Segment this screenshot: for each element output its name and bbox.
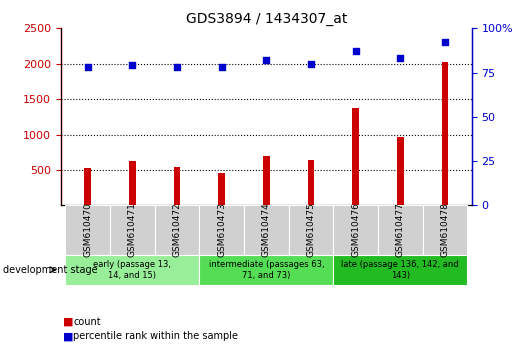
Bar <box>65 205 110 255</box>
Point <box>307 61 315 67</box>
Point <box>351 48 360 54</box>
Bar <box>422 205 467 255</box>
Bar <box>129 161 136 205</box>
Bar <box>289 205 333 255</box>
Bar <box>333 205 378 255</box>
Text: GSM610476: GSM610476 <box>351 202 360 257</box>
Bar <box>378 205 422 255</box>
Bar <box>199 255 333 285</box>
Bar <box>84 168 91 205</box>
Text: ■: ■ <box>63 331 73 341</box>
Bar <box>397 137 404 205</box>
Text: GSM610475: GSM610475 <box>306 202 315 257</box>
Point <box>128 63 137 68</box>
Text: ■: ■ <box>63 317 73 327</box>
Text: late (passage 136, 142, and
143): late (passage 136, 142, and 143) <box>341 260 459 280</box>
Bar <box>218 173 225 205</box>
Bar <box>110 205 155 255</box>
Point <box>396 56 404 61</box>
Bar <box>307 160 314 205</box>
Text: development stage: development stage <box>3 265 98 275</box>
Bar <box>199 205 244 255</box>
Text: early (passage 13,
14, and 15): early (passage 13, 14, and 15) <box>93 260 171 280</box>
Point <box>84 64 92 70</box>
Text: count: count <box>73 317 101 327</box>
Point <box>173 64 181 70</box>
Text: GSM610471: GSM610471 <box>128 202 137 257</box>
Text: GSM610477: GSM610477 <box>396 202 405 257</box>
Bar <box>333 255 467 285</box>
Point <box>217 64 226 70</box>
Bar <box>441 62 448 205</box>
Text: GSM610470: GSM610470 <box>83 202 92 257</box>
Text: GSM610473: GSM610473 <box>217 202 226 257</box>
Bar <box>65 255 199 285</box>
Point <box>440 40 449 45</box>
Bar <box>174 167 180 205</box>
Bar <box>155 205 199 255</box>
Text: GSM610474: GSM610474 <box>262 202 271 257</box>
Bar <box>244 205 289 255</box>
Title: GDS3894 / 1434307_at: GDS3894 / 1434307_at <box>186 12 347 26</box>
Text: GSM610478: GSM610478 <box>440 202 449 257</box>
Bar <box>263 156 270 205</box>
Text: GSM610472: GSM610472 <box>173 202 182 257</box>
Bar <box>352 108 359 205</box>
Text: percentile rank within the sample: percentile rank within the sample <box>73 331 238 341</box>
Point <box>262 57 271 63</box>
Text: intermediate (passages 63,
71, and 73): intermediate (passages 63, 71, and 73) <box>208 260 324 280</box>
